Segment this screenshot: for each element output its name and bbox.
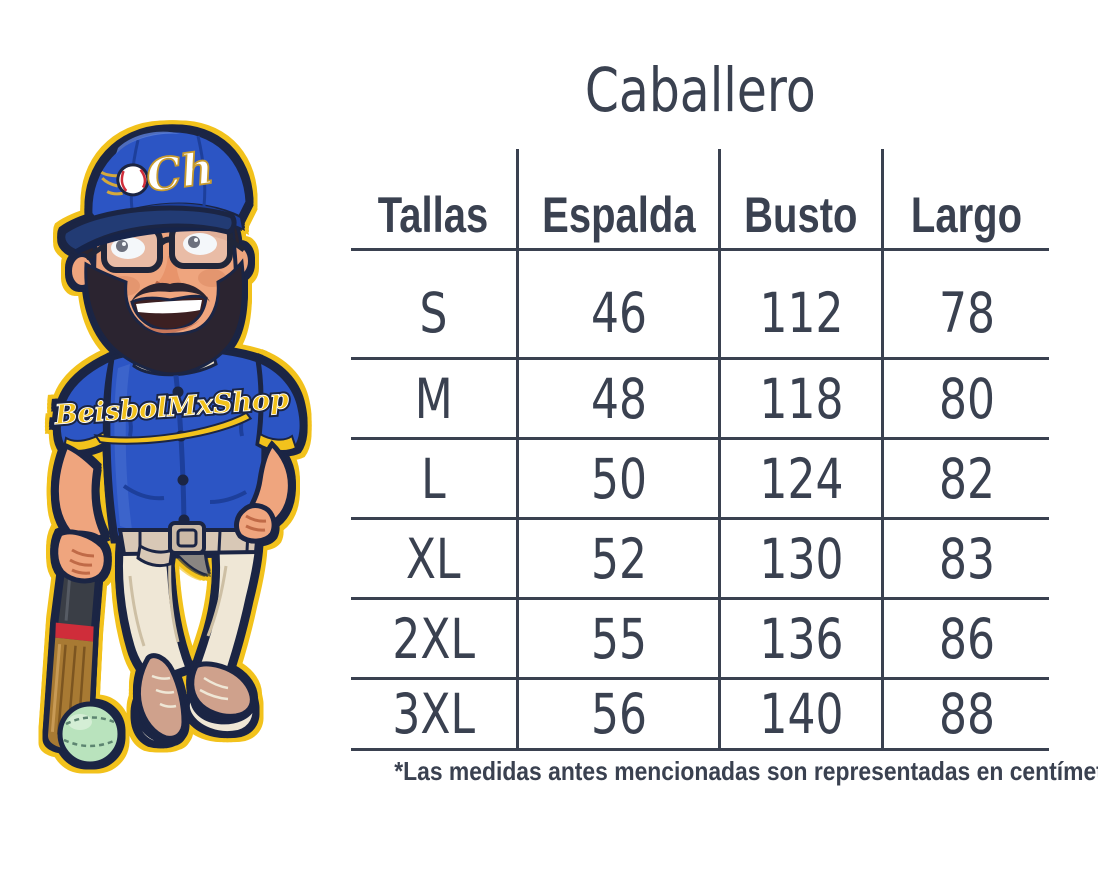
cap-logo: Ch xyxy=(100,142,217,204)
header-busto: Busto xyxy=(721,149,884,248)
cell-xl-largo: 83 xyxy=(884,517,1049,597)
units-footnote: *Las medidas antes mencionadas son repre… xyxy=(394,756,1098,786)
mascot-beard xyxy=(84,258,245,376)
cell-l-busto: 124 xyxy=(721,437,884,517)
cell-m-talla: M xyxy=(351,357,519,437)
mascot-pants xyxy=(117,535,261,746)
cell-l-espalda: 50 xyxy=(519,437,721,517)
mascot-left-arm xyxy=(53,442,108,547)
cell-xl-busto: 130 xyxy=(721,517,884,597)
cap-brim xyxy=(60,205,237,255)
mascot-belt xyxy=(117,521,261,568)
page-title: Caballero xyxy=(584,55,816,126)
mascot-shoe-right xyxy=(189,661,255,719)
cell-s-talla: S xyxy=(351,248,519,357)
header-tallas: Tallas xyxy=(351,149,519,248)
cell-m-espalda: 48 xyxy=(519,357,721,437)
size-table: Tallas Espalda Busto Largo S 46 112 78 M… xyxy=(351,149,1049,751)
cell-2xl-talla: 2XL xyxy=(351,597,519,677)
cell-l-largo: 82 xyxy=(884,437,1049,517)
cell-2xl-busto: 136 xyxy=(721,597,884,677)
cell-s-largo: 78 xyxy=(884,248,1049,357)
baseball xyxy=(57,701,123,767)
cell-2xl-espalda: 55 xyxy=(519,597,721,677)
mascot-mustache xyxy=(130,282,210,304)
cell-m-busto: 118 xyxy=(721,357,884,437)
mascot-illustration: BeisbolMxShop BeisbolMxShop xyxy=(45,127,305,767)
cell-xl-talla: XL xyxy=(351,517,519,597)
cell-3xl-largo: 88 xyxy=(884,677,1049,748)
cell-l-talla: L xyxy=(351,437,519,517)
cell-3xl-talla: 3XL xyxy=(351,677,519,748)
cell-s-busto: 112 xyxy=(721,248,884,357)
belt-buckle xyxy=(168,521,206,555)
cell-2xl-largo: 86 xyxy=(884,597,1049,677)
cap-logo-text: Ch xyxy=(143,143,216,203)
mascot-right-arm xyxy=(234,440,293,544)
mascot-left-hand xyxy=(53,529,109,584)
cell-m-largo: 80 xyxy=(884,357,1049,437)
cell-3xl-espalda: 56 xyxy=(519,677,721,748)
header-largo: Largo xyxy=(910,187,1023,243)
cell-s-espalda: 46 xyxy=(519,248,721,357)
cell-3xl-busto: 140 xyxy=(721,677,884,748)
cell-xl-espalda: 52 xyxy=(519,517,721,597)
mascot-head: Ch xyxy=(60,127,252,376)
mascot-cap: Ch xyxy=(60,127,251,255)
header-espalda: Espalda xyxy=(519,149,721,248)
